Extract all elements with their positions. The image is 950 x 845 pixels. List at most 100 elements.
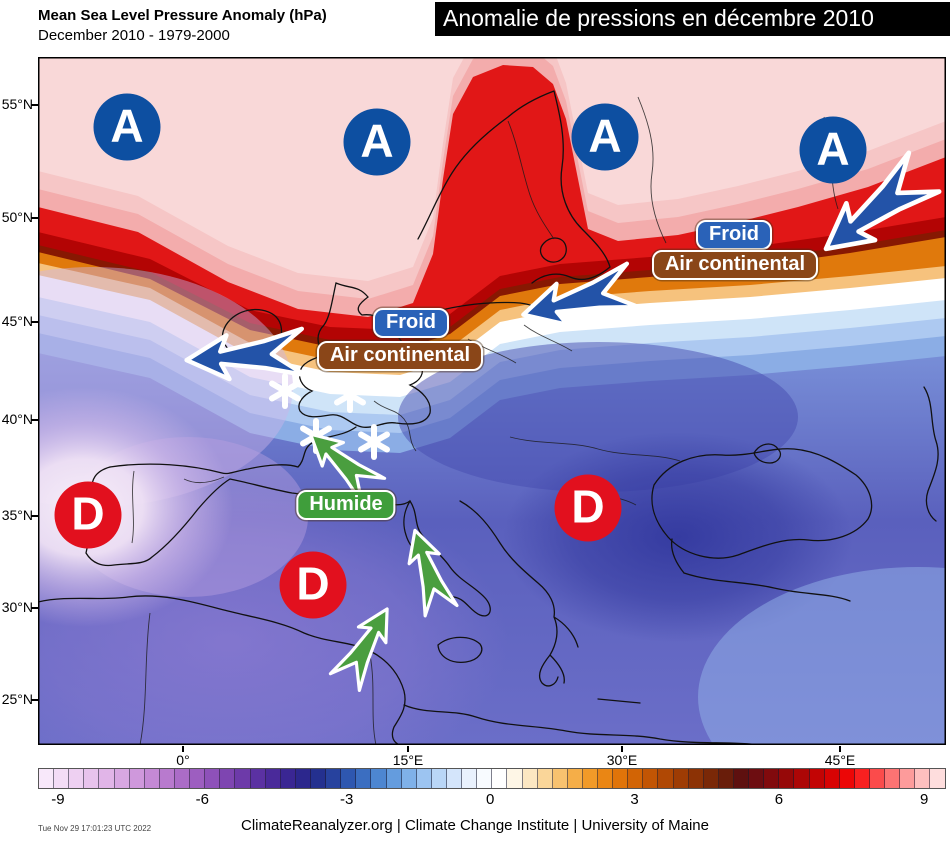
- anticyclone-marker: A: [343, 108, 411, 176]
- map-area: A A A A D D D Froid Air continental Froid Air cont…: [38, 57, 946, 745]
- colorbar-cell: [915, 769, 931, 788]
- colorbar-cell: [310, 769, 327, 788]
- colorbar-cell: [567, 769, 583, 788]
- anticyclone-marker: A: [93, 93, 161, 161]
- colorbar-cell: [371, 769, 387, 788]
- wind-arrow-icon: [182, 325, 308, 387]
- colorbar-cell: [628, 769, 644, 788]
- colorbar-cell: [854, 769, 871, 788]
- colorbar-cell: [235, 769, 251, 788]
- colorbar-tick: 6: [774, 791, 784, 808]
- colorbar-cell: [824, 769, 840, 788]
- map-title: Mean Sea Level Pressure Anomaly (hPa): [38, 7, 327, 24]
- colorbar-cell: [477, 769, 493, 788]
- banner-title: Anomalie de pressions en décembre 2010: [435, 2, 950, 36]
- colorbar-tick: 0: [486, 791, 495, 808]
- colorbar-cell: [552, 769, 568, 788]
- colorbar-cell: [809, 769, 825, 788]
- colorbar-cell: [749, 769, 765, 788]
- colorbar-cell: [386, 769, 402, 788]
- attribution: ClimateReanalyzer.org | Climate Change I…: [241, 817, 709, 834]
- lat-tick: [31, 515, 38, 517]
- wind-arrow-icon: [806, 148, 944, 273]
- colorbar-cell: [598, 769, 614, 788]
- lon-label: 0°: [176, 752, 190, 768]
- lon-tick: [407, 746, 409, 752]
- colorbar-cell: [341, 769, 357, 788]
- snowflake-icon: [330, 375, 370, 415]
- snowflake-icon: [265, 371, 305, 411]
- colorbar-cell: [356, 769, 372, 788]
- colorbar-cell: [673, 769, 689, 788]
- colorbar-cell: [129, 769, 145, 788]
- timestamp: Tue Nov 29 17:01:23 UTC 2022: [38, 824, 152, 833]
- colorbar-cell: [718, 769, 735, 788]
- colorbar-tick: 9: [920, 791, 929, 808]
- annotation-box-air-continental: Air continental: [316, 341, 484, 371]
- lon-label: 15°E: [392, 752, 424, 768]
- lat-tick: [31, 217, 38, 219]
- lat-label: 50°N: [1, 209, 33, 225]
- depression-marker: D: [554, 474, 622, 542]
- colorbar-cell: [99, 769, 115, 788]
- colorbar-cell: [84, 769, 100, 788]
- colorbar-cell: [703, 769, 719, 788]
- colorbar-cell: [250, 769, 266, 788]
- colorbar-tick: 3: [630, 791, 639, 808]
- anticyclone-marker: A: [571, 103, 639, 171]
- colorbar-tick: -9: [51, 791, 65, 808]
- colorbar-cell: [174, 769, 191, 788]
- colorbar: [38, 768, 946, 789]
- lat-label: 55°N: [1, 96, 33, 112]
- lat-tick: [31, 321, 38, 323]
- lon-tick: [182, 746, 184, 752]
- colorbar-cell: [446, 769, 463, 788]
- wind-arrow-icon: [514, 260, 641, 341]
- colorbar-cell: [280, 769, 296, 788]
- lat-tick: [31, 104, 38, 106]
- header-titles: Mean Sea Level Pressure Anomaly (hPa) De…: [38, 6, 327, 47]
- colorbar-cell: [431, 769, 447, 788]
- colorbar-cell: [159, 769, 175, 788]
- lon-label: 30°E: [606, 752, 638, 768]
- colorbar-cell: [764, 769, 780, 788]
- anticyclone-marker: A: [799, 116, 867, 184]
- colorbar-tick: -6: [195, 791, 210, 808]
- annotation-box-air-continental: Air continental: [651, 250, 819, 280]
- colorbar-cell: [190, 769, 206, 788]
- colorbar-cell: [688, 769, 704, 788]
- wind-arrow-icon: [296, 418, 387, 506]
- snowflake-icon: [354, 422, 394, 462]
- lat-label: 40°N: [1, 411, 33, 427]
- wind-arrow-icon: [327, 597, 405, 693]
- colorbar-cell: [794, 769, 810, 788]
- colorbar-cell: [144, 769, 160, 788]
- map-overlay: A A A A D D D Froid Air continental Froid Air cont…: [38, 57, 946, 745]
- map-contour-background: [38, 57, 946, 745]
- colorbar-cell: [39, 769, 55, 788]
- colorbar-cell: [779, 769, 795, 788]
- colorbar-cell: [416, 769, 432, 788]
- lat-label: 35°N: [1, 507, 33, 523]
- colorbar-cell: [205, 769, 221, 788]
- annotation-box-froid: Froid: [373, 308, 449, 338]
- colorbar-cell: [839, 769, 855, 788]
- colorbar-cell: [885, 769, 901, 788]
- colorbar-cell: [643, 769, 659, 788]
- colorbar-cell: [295, 769, 311, 788]
- lon-tick: [839, 746, 841, 752]
- colorbar-cell: [492, 769, 508, 788]
- lon-tick: [621, 746, 623, 752]
- colorbar-cell: [507, 769, 523, 788]
- colorbar-cell: [582, 769, 599, 788]
- colorbar-cell: [900, 769, 916, 788]
- colorbar-tick: -3: [340, 791, 354, 808]
- lat-label: 45°N: [1, 313, 33, 329]
- lat-label: 30°N: [1, 599, 33, 615]
- annotation-box-froid: Froid: [696, 220, 772, 250]
- colorbar-cell: [114, 769, 130, 788]
- colorbar-cell: [265, 769, 281, 788]
- colorbar-cell: [69, 769, 85, 788]
- lat-tick: [31, 607, 38, 609]
